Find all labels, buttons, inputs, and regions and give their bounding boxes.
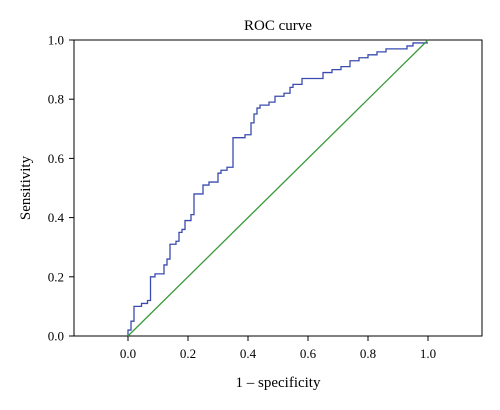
x-tick-label: 0.4 <box>240 346 257 361</box>
series-layer <box>127 39 429 337</box>
y-tick-label: 1.0 <box>48 33 64 48</box>
y-tick-label: 0.2 <box>48 269 64 284</box>
x-tick-label: 0.2 <box>180 346 196 361</box>
roc-curve-line <box>127 42 428 336</box>
plot-frame <box>73 39 483 337</box>
y-tick-label: 0.0 <box>48 329 64 344</box>
chart-title: ROC curve <box>244 18 312 34</box>
x-tick-label: 0.0 <box>120 346 136 361</box>
y-tick-label: 0.8 <box>48 92 64 107</box>
x-tick-label: 0.8 <box>360 346 376 361</box>
y-axis-title: Sensitivity <box>18 155 34 220</box>
y-axis: 0.0 0.2 0.4 0.6 0.8 1.0 <box>48 33 74 344</box>
reference-diagonal-line <box>127 39 429 337</box>
x-tick-label: 0.6 <box>300 346 317 361</box>
y-tick-label: 0.6 <box>48 151 65 166</box>
x-tick-label: 1.0 <box>420 346 436 361</box>
x-axis-title: 1 – specificity <box>236 375 321 391</box>
y-tick-label: 0.4 <box>48 210 65 225</box>
x-axis: 0.0 0.2 0.4 0.6 0.8 1.0 <box>120 336 436 361</box>
